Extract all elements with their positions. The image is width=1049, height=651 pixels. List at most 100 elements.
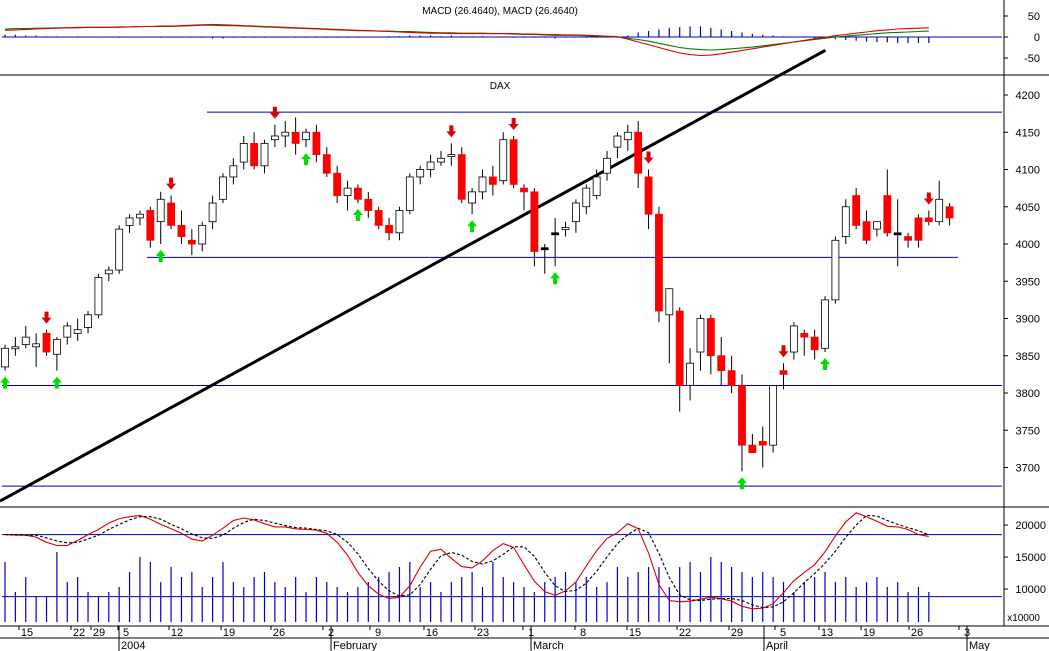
candle-body (94, 277, 103, 316)
candle-body (208, 202, 217, 223)
day-tick-label: 12 (171, 627, 183, 639)
candle-body (322, 154, 331, 174)
candle-body (551, 232, 560, 236)
candle-body (136, 213, 144, 219)
price-ytick-label: 4150 (1016, 127, 1040, 139)
candle-body (924, 217, 933, 223)
candle-body (270, 135, 279, 141)
price-ytick-label: 3700 (1016, 463, 1040, 475)
candle-body (447, 154, 456, 158)
candle-body (260, 143, 269, 167)
candle-body (84, 314, 92, 328)
candle-body (219, 176, 227, 200)
candle-body (748, 444, 757, 453)
candle-body (478, 176, 487, 193)
candle-body (333, 172, 342, 196)
candle-body (354, 187, 362, 200)
macd-ytick-label: 0 (1034, 32, 1040, 44)
buy-arrow-icon (0, 376, 10, 389)
candle-body (582, 187, 591, 208)
buy-arrow-icon (301, 153, 312, 166)
candle-body (914, 217, 923, 241)
volume-unit-label: x10000 (1007, 613, 1040, 624)
sell-arrow-icon (166, 177, 177, 190)
candle-body (115, 228, 124, 271)
trend-line (0, 48, 827, 503)
candle-body (437, 157, 445, 163)
candle-body (945, 206, 954, 219)
day-tick-label: 26 (911, 627, 923, 639)
candle-body (281, 131, 290, 137)
candle-body (32, 343, 41, 348)
candle-body (727, 370, 736, 386)
candle-body (893, 232, 902, 236)
candle-body (540, 247, 549, 251)
candle-body (63, 325, 72, 338)
candle-body (675, 310, 684, 386)
day-tick-label: 29 (93, 627, 105, 639)
candle-body (592, 176, 601, 196)
candle-body (488, 176, 497, 185)
candle-body (364, 198, 373, 211)
stochastic-d-line (5, 514, 929, 609)
candle-body (935, 198, 944, 223)
price-ytick-label: 3900 (1016, 314, 1040, 326)
stochastic-ytick-label: 20000 (1015, 520, 1046, 532)
candle-body (789, 325, 798, 353)
candle-body (312, 131, 321, 156)
candle-body (800, 332, 809, 338)
candle-body (343, 187, 352, 196)
day-tick-label: 15 (21, 627, 33, 639)
candle-body (841, 206, 850, 237)
candle-body (198, 224, 207, 245)
candle-body (42, 332, 51, 353)
candle-body (883, 195, 892, 234)
sell-arrow-icon (41, 311, 52, 324)
candle-body (644, 176, 653, 215)
candle-body (603, 157, 611, 174)
price-ytick-label: 3850 (1016, 351, 1040, 363)
sell-arrow-icon (269, 106, 280, 119)
macd-line (4, 24, 929, 51)
sell-arrow-icon (446, 125, 457, 138)
day-tick-label: 29 (731, 627, 743, 639)
candle-body (852, 195, 861, 226)
candle-body (167, 202, 175, 226)
stochastic-panel: 20000 15000 10000 (2, 512, 1046, 622)
candle-body (125, 217, 134, 226)
sell-arrow-icon (508, 117, 519, 130)
day-tick-label: 23 (477, 627, 489, 639)
candle-body (904, 236, 912, 241)
buy-arrow-icon (155, 250, 166, 262)
candle-body (655, 213, 663, 312)
day-tick-label: 22 (73, 627, 85, 639)
candle-body (623, 131, 632, 141)
candle-body (769, 385, 778, 446)
candle-body (468, 191, 477, 204)
candle-body (738, 385, 746, 446)
buy-arrow-icon (467, 220, 478, 233)
month-label: 2004 (121, 640, 145, 651)
macd-title: MACD (26.4640), MACD (26.4640) (422, 6, 578, 17)
candle-body (696, 318, 705, 353)
day-tick-label: 5 (780, 627, 786, 639)
price-ytick-label: 4000 (1016, 239, 1040, 251)
candle-body (457, 154, 466, 200)
price-ytick-label: 4050 (1016, 202, 1040, 214)
candle-body (561, 227, 570, 231)
price-title: DAX (490, 81, 511, 92)
candle-body (395, 210, 404, 234)
candle-body (509, 139, 518, 185)
candle-body (706, 318, 715, 357)
month-label: March (533, 640, 564, 651)
macd-ytick-label: 50 (1028, 11, 1040, 23)
candle-body (374, 210, 383, 226)
price-ytick-label: 3750 (1016, 425, 1040, 437)
price-panel: 4200 4150 4100 4050 4000 3950 3900 3850 3800 3750… (0, 48, 1040, 503)
month-label: February (333, 640, 378, 651)
candle-body (810, 336, 819, 351)
buy-arrow-icon (736, 477, 747, 490)
candle-body (779, 370, 788, 375)
buy-arrow-icon (550, 272, 561, 285)
candle-body (291, 131, 300, 144)
